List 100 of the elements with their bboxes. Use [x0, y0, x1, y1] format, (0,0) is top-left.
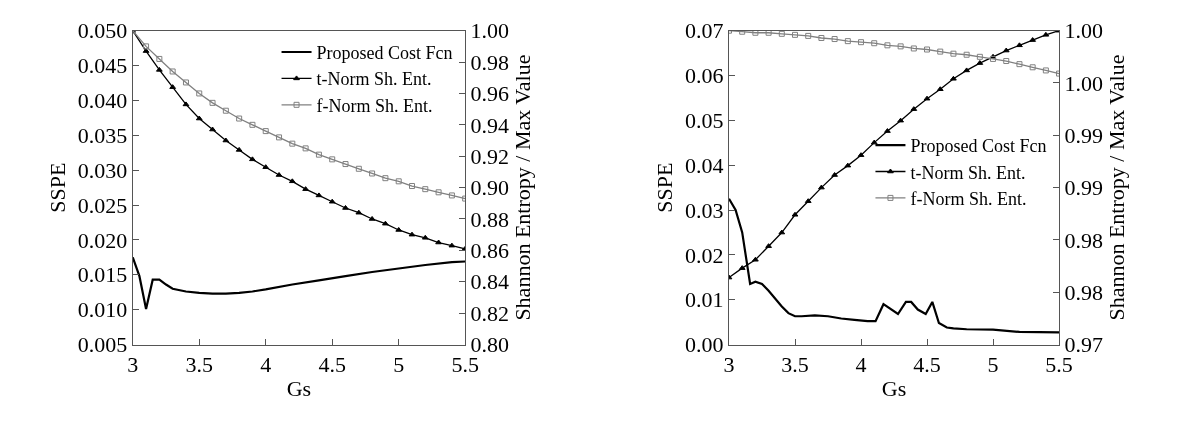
point	[1003, 58, 1010, 65]
point	[289, 140, 296, 147]
point	[792, 31, 799, 38]
point	[342, 161, 349, 168]
point	[435, 239, 442, 245]
y-tick-label: 0.04	[685, 152, 724, 178]
point	[831, 36, 838, 43]
point	[276, 134, 283, 141]
y-tick-label: 0.07	[685, 18, 724, 44]
x-tick-label: 5	[393, 351, 405, 377]
y2-axis-title: Shannon Entropy / Max Value	[509, 54, 535, 321]
y2-tick-label: 1.00	[1064, 18, 1103, 44]
x-tick-label: 4	[855, 351, 867, 377]
point	[422, 186, 429, 193]
point	[328, 198, 336, 204]
point	[858, 39, 865, 46]
point	[209, 99, 216, 106]
point	[156, 55, 163, 62]
y-tick-label: 0.040	[77, 88, 128, 114]
point	[329, 156, 336, 163]
point	[818, 184, 825, 190]
point	[315, 151, 322, 158]
y2-tick-label: 0.99	[1064, 175, 1103, 201]
y-tick-label: 0.010	[77, 297, 128, 323]
x-axis-title: Gs	[881, 375, 907, 401]
y-tick-label: 0.015	[77, 262, 128, 288]
line-series	[132, 30, 466, 202]
point	[355, 209, 363, 215]
y2-tick-label: 0.98	[1064, 227, 1103, 253]
y-tick-label: 0.025	[77, 192, 128, 218]
point	[791, 211, 799, 217]
y2-tick-label: 1.00	[470, 18, 510, 44]
point	[169, 68, 176, 75]
point	[937, 48, 944, 55]
y-tick-label: 0.045	[77, 53, 128, 79]
point	[910, 45, 917, 52]
point	[752, 30, 759, 36]
y-tick-label: 0.00	[685, 332, 724, 358]
point	[355, 165, 362, 172]
point	[143, 43, 150, 50]
legend-label: t-Norm Sh. Ent.	[910, 162, 1026, 183]
point	[182, 79, 189, 86]
legend-label: f-Norm Sh. Ent.	[316, 95, 433, 116]
x-tick-label: 3	[127, 351, 139, 377]
y2-tick-label: 0.96	[470, 81, 510, 107]
point	[844, 38, 851, 45]
y2-tick-label: 1.00	[1064, 70, 1103, 96]
point	[897, 43, 904, 50]
point	[924, 46, 931, 53]
point	[1042, 31, 1050, 37]
legend-label: Proposed Cost Fcn	[910, 136, 1047, 157]
point	[222, 107, 229, 114]
point	[222, 137, 230, 143]
point	[871, 40, 878, 47]
point	[976, 53, 983, 60]
point	[435, 189, 442, 196]
point	[368, 215, 376, 221]
point	[249, 156, 256, 162]
x-axis-title: Gs	[286, 375, 312, 401]
legend-label: Proposed Cost Fcn	[316, 43, 453, 64]
point	[1002, 47, 1010, 53]
point	[448, 242, 456, 248]
y2-tick-label: 0.99	[1064, 122, 1103, 148]
point	[249, 121, 256, 128]
point	[739, 30, 746, 35]
point	[382, 220, 389, 226]
point	[262, 128, 269, 135]
point	[196, 90, 203, 97]
x-tick-label: 3.5	[185, 351, 213, 377]
y-tick-label: 0.030	[77, 157, 128, 183]
point	[182, 101, 190, 107]
y2-tick-label: 0.98	[1064, 279, 1103, 305]
point	[950, 75, 957, 81]
point	[302, 145, 309, 152]
point	[765, 30, 772, 36]
point	[778, 229, 786, 235]
y-tick-label: 0.02	[685, 242, 724, 268]
point	[963, 51, 970, 58]
y-tick-label: 0.035	[77, 122, 128, 148]
y2-tick-label: 0.98	[470, 49, 510, 75]
y-tick-label: 0.005	[77, 332, 128, 358]
point	[408, 231, 416, 237]
y2-tick-label: 0.90	[470, 175, 510, 201]
x-tick-label: 3.5	[781, 351, 809, 377]
point	[195, 115, 203, 121]
y-tick-label: 0.03	[685, 197, 724, 223]
point	[818, 35, 825, 41]
point	[236, 115, 243, 122]
point	[369, 170, 376, 177]
legend-label: f-Norm Sh. Ent.	[910, 188, 1027, 209]
point	[897, 117, 905, 123]
line-series	[729, 30, 1060, 77]
y-tick-label: 0.06	[685, 63, 724, 89]
point	[235, 146, 243, 152]
point	[448, 192, 455, 199]
point	[963, 67, 971, 73]
point	[805, 32, 812, 39]
point	[1042, 67, 1049, 74]
x-tick-label: 5	[987, 351, 999, 377]
point	[844, 162, 852, 168]
